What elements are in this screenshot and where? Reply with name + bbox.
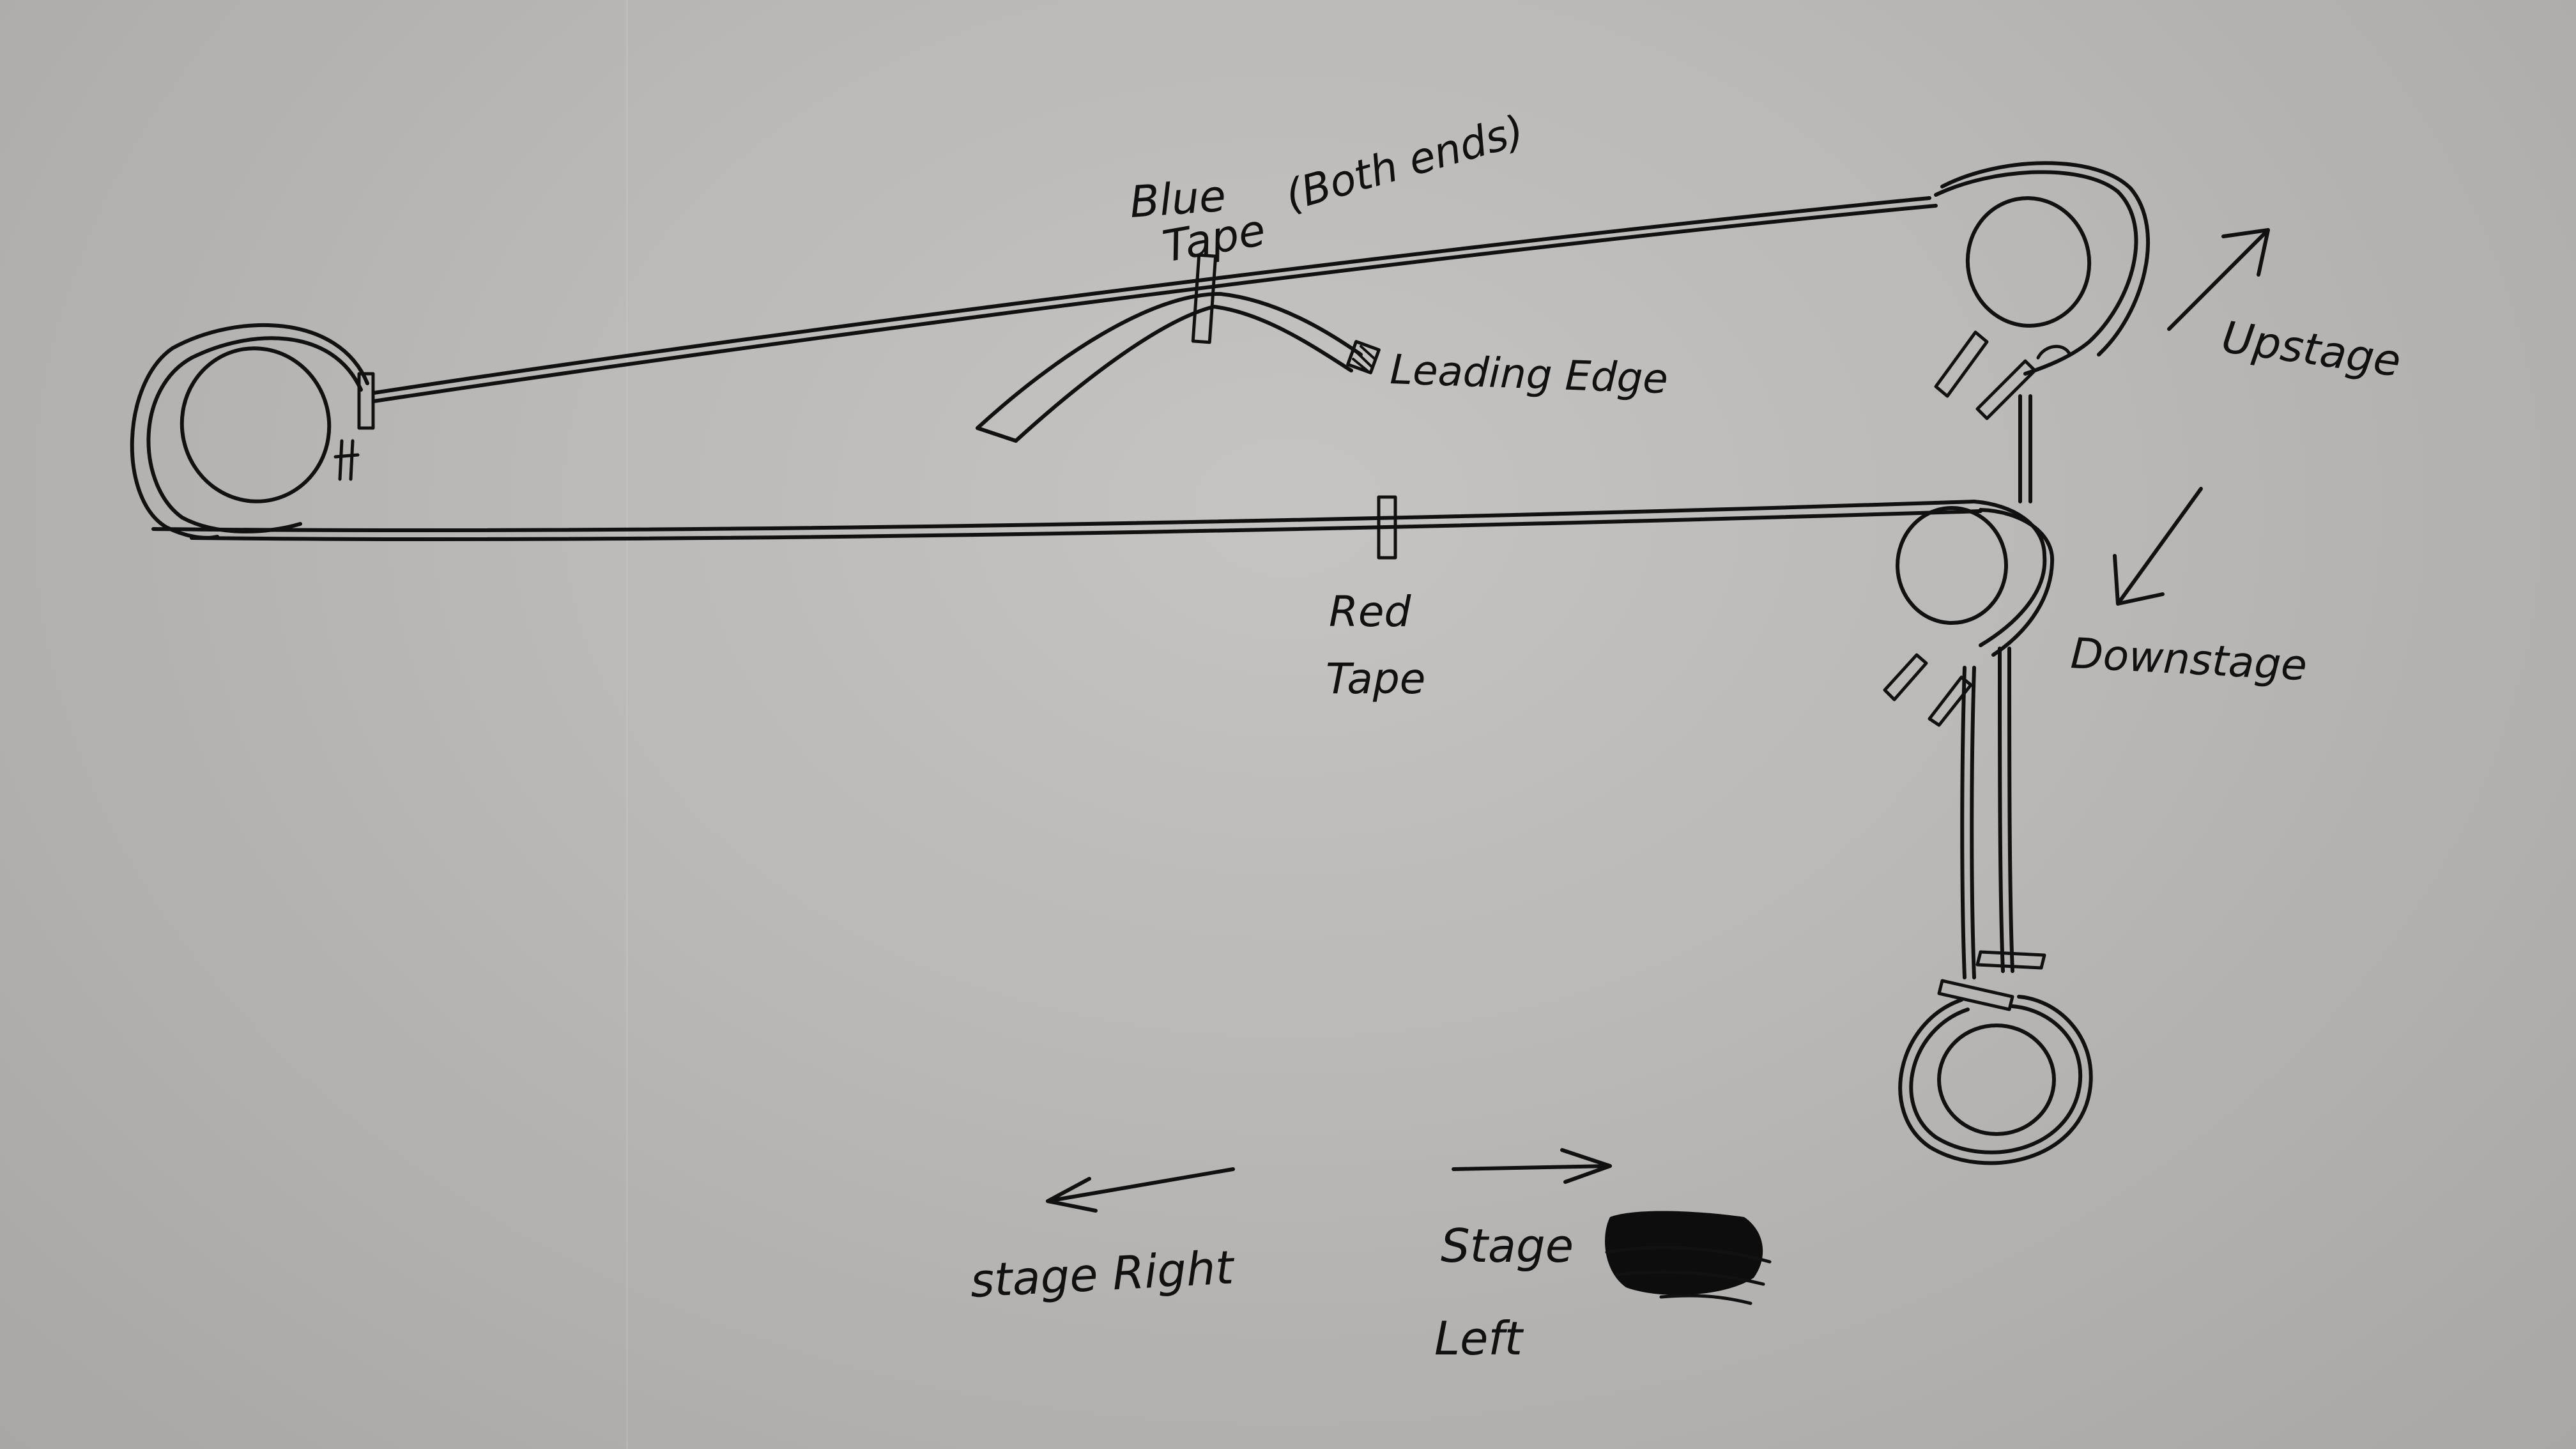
left-pulley [130, 323, 369, 540]
upstage-label: Upstage [2219, 312, 2404, 387]
leading-edge-strip [976, 292, 1381, 443]
downstage-pulley [1883, 500, 2055, 727]
upstage-pulley [1934, 161, 2150, 420]
downstage-arrow-icon [2113, 487, 2203, 606]
stage-left-label-line2: Left [1434, 1312, 1524, 1365]
leading-edge-label: Leading Edge [1389, 346, 1669, 403]
stage-right-label: stage Right [969, 1240, 1236, 1308]
bottom-pulley [1898, 950, 2093, 1165]
stage-left-label: Stage [1441, 1219, 1574, 1273]
pulley-connector [2018, 394, 2032, 503]
red-tape-mark [1377, 495, 1397, 560]
paper-fold [626, 0, 628, 1449]
downstage-label: Downstage [2069, 629, 2308, 690]
stage-right-arrow-icon [1046, 1167, 1235, 1213]
scribble-mark [1605, 1211, 1772, 1305]
vertical-run [1960, 647, 2014, 979]
upper-band [372, 196, 1938, 403]
upstage-arrow-icon [2167, 228, 2270, 331]
lower-band [151, 500, 1982, 541]
blue-tape-note: (Both ends) [1280, 105, 1529, 220]
red-tape-label-line2: Tape [1326, 654, 1425, 703]
left-tape-mark [334, 372, 375, 481]
blue-tape-mark [1191, 253, 1218, 344]
blue-tape-label: Blue [1128, 171, 1228, 228]
stage-left-arrow-icon [1452, 1148, 1612, 1184]
red-tape-label: Red [1329, 587, 1411, 636]
